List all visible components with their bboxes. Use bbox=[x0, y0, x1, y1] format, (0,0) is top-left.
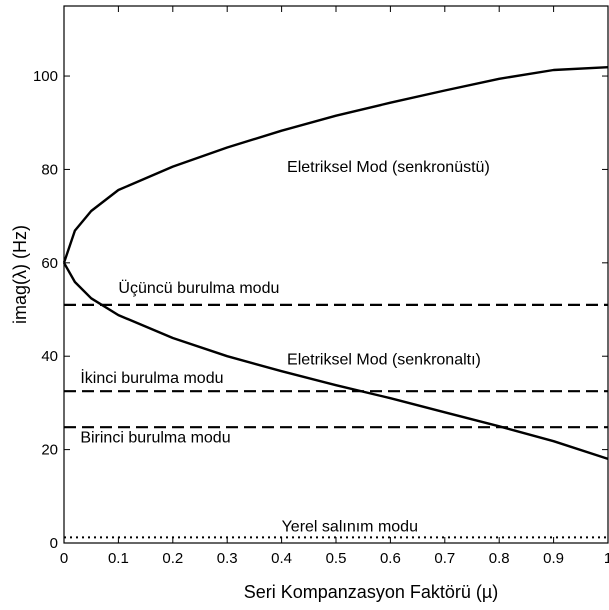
y-axis-title: imag(λ) (Hz) bbox=[10, 225, 30, 324]
y-tick-label: 20 bbox=[41, 442, 58, 459]
series-line-solid-0 bbox=[62, 66, 609, 264]
y-tick-label: 60 bbox=[41, 255, 58, 272]
x-tick-label: 0.2 bbox=[162, 550, 183, 567]
annotation-label: Eletriksel Mod (senkronaltı) bbox=[287, 352, 481, 369]
annotation-label: Birinci burulma modu bbox=[80, 430, 230, 447]
x-tick-label: 0.3 bbox=[217, 550, 238, 567]
annotation-layer: Eletriksel Mod (senkronüstü) Üçüncü burul… bbox=[80, 159, 489, 536]
plot-area bbox=[63, 5, 609, 544]
x-tick-label: 0.6 bbox=[380, 550, 401, 567]
x-tick-label: 1 bbox=[604, 550, 609, 567]
y-tick-label: 80 bbox=[41, 161, 58, 178]
annotation-label: Eletriksel Mod (senkronüstü) bbox=[287, 159, 490, 176]
x-axis-title: Seri Kompanzasyon Faktörü (µ) bbox=[244, 582, 498, 602]
y-tick-label: 100 bbox=[33, 68, 58, 85]
x-axis-ticks: 0 0.1 0.2 0.3 0.4 0.5 0.6 0.7 0.8 0.9 1 bbox=[60, 6, 609, 567]
y-tick-label: 0 bbox=[50, 535, 58, 552]
x-tick-label: 0.9 bbox=[543, 550, 564, 567]
series-layer bbox=[62, 66, 609, 539]
x-tick-label: 0.4 bbox=[271, 550, 292, 567]
x-tick-label: 0.5 bbox=[326, 550, 347, 567]
annotation-label: Üçüncü burulma modu bbox=[118, 279, 279, 297]
x-tick-label: 0.7 bbox=[434, 550, 455, 567]
annotation-label: Yerel salınım modu bbox=[282, 518, 418, 535]
x-tick-label: 0 bbox=[60, 550, 68, 567]
annotation-label: İkinci burulma modu bbox=[80, 368, 223, 387]
x-tick-label: 0.8 bbox=[489, 550, 510, 567]
y-axis-ticks: 0 20 40 60 80 100 bbox=[33, 68, 608, 552]
y-tick-label: 40 bbox=[41, 348, 58, 365]
x-tick-label: 0.1 bbox=[108, 550, 129, 567]
